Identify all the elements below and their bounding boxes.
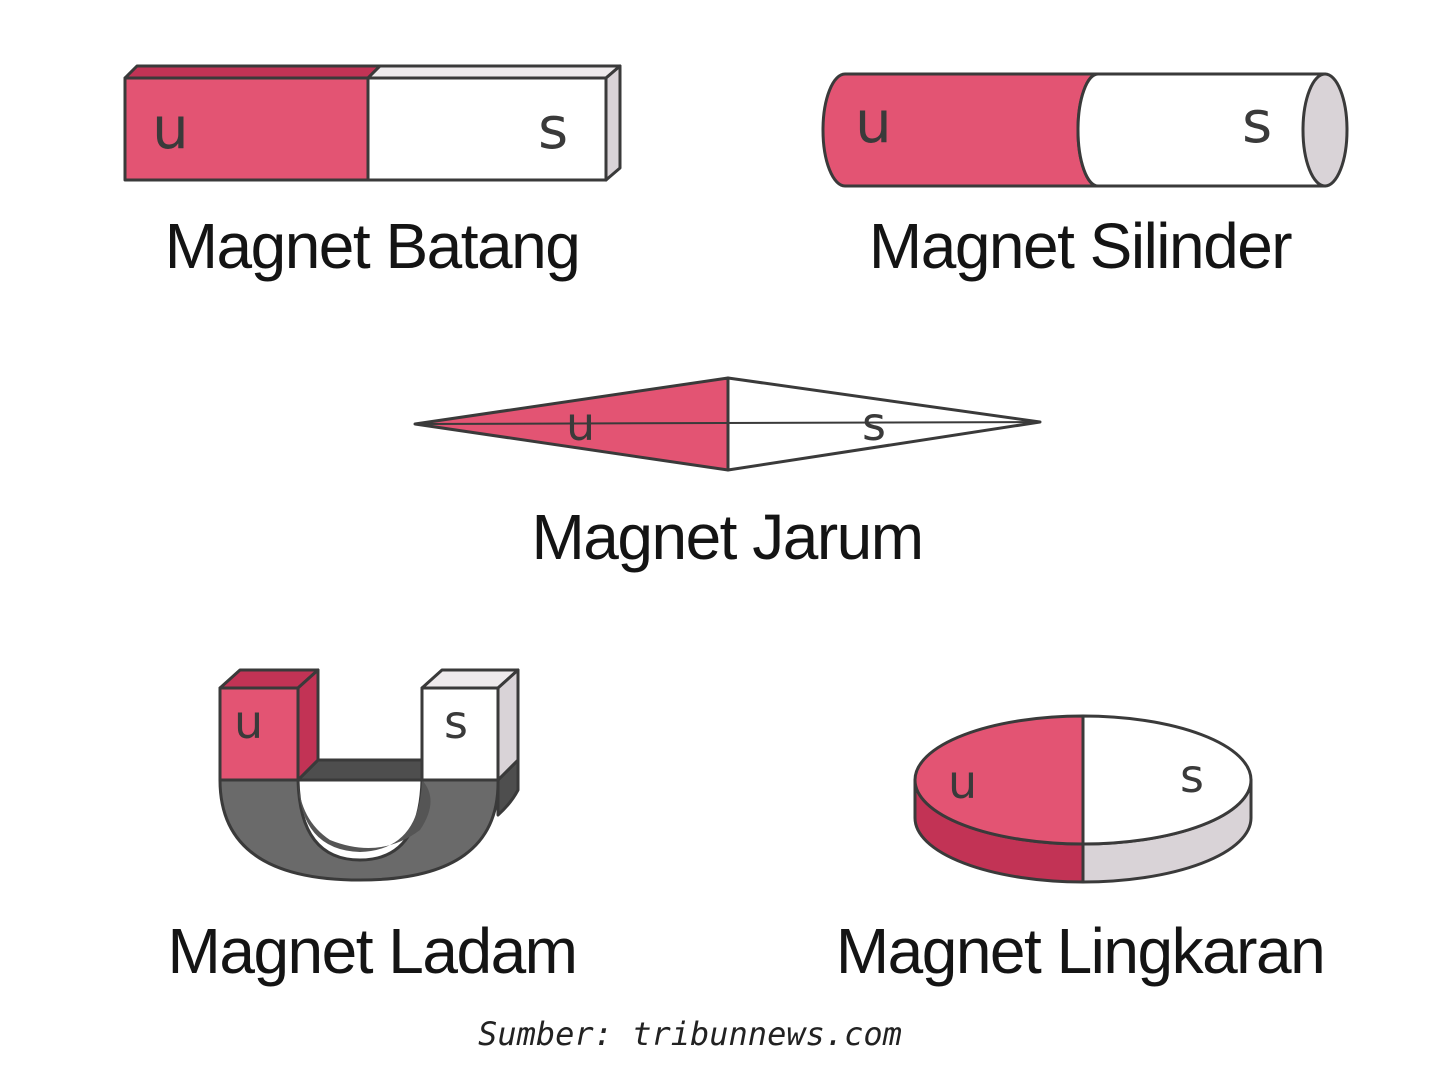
horseshoe-magnet-south-arm-side xyxy=(496,668,520,782)
bar-magnet: u s xyxy=(123,64,622,182)
needle-magnet-north-label: u xyxy=(566,397,595,451)
caption-magnet-silinder: Magnet Silinder xyxy=(868,210,1293,282)
horseshoe-magnet-north-label: u xyxy=(234,695,263,749)
bar-magnet-top-south xyxy=(366,64,622,80)
cylinder-magnet-south-half xyxy=(1076,72,1327,188)
disc-magnet-north-label: u xyxy=(948,755,977,809)
bar-magnet-south-label: s xyxy=(538,94,568,162)
source-credit: Sumber: tribunnews.com xyxy=(478,1015,902,1053)
caption-magnet-ladam: Magnet Ladam xyxy=(167,915,578,987)
horseshoe-magnet: u s xyxy=(218,668,520,882)
disc-magnet-south-half xyxy=(1081,714,1253,846)
horseshoe-magnet-body xyxy=(218,778,500,882)
bar-magnet-north-label: u xyxy=(152,94,189,162)
bar-magnet-south-half xyxy=(366,76,608,182)
cylinder-magnet: u s xyxy=(821,72,1349,188)
caption-magnet-jarum: Magnet Jarum xyxy=(531,501,924,573)
cylinder-magnet-end-face xyxy=(1301,72,1349,188)
disc-magnet: u s xyxy=(913,714,1253,884)
needle-magnet-south-label: s xyxy=(862,397,886,451)
cylinder-magnet-south-label: s xyxy=(1242,88,1272,156)
horseshoe-magnet-south-arm xyxy=(420,686,500,782)
needle-magnet-south-half xyxy=(726,376,1042,472)
horseshoe-magnet-north-arm-side xyxy=(296,668,320,782)
caption-magnet-batang: Magnet Batang xyxy=(164,210,581,282)
bar-magnet-top-north xyxy=(123,64,382,80)
needle-magnet: u s xyxy=(413,376,1042,472)
horseshoe-magnet-south-label: s xyxy=(444,695,468,749)
caption-magnet-lingkaran: Magnet Lingkaran xyxy=(835,915,1326,987)
disc-magnet-south-label: s xyxy=(1180,749,1204,803)
disc-magnet-north-half xyxy=(913,714,1085,846)
cylinder-magnet-north-label: u xyxy=(855,88,892,156)
bar-magnet-north-half xyxy=(123,76,370,182)
horseshoe-magnet-north-arm xyxy=(218,686,300,782)
bar-magnet-end-face xyxy=(604,64,622,182)
